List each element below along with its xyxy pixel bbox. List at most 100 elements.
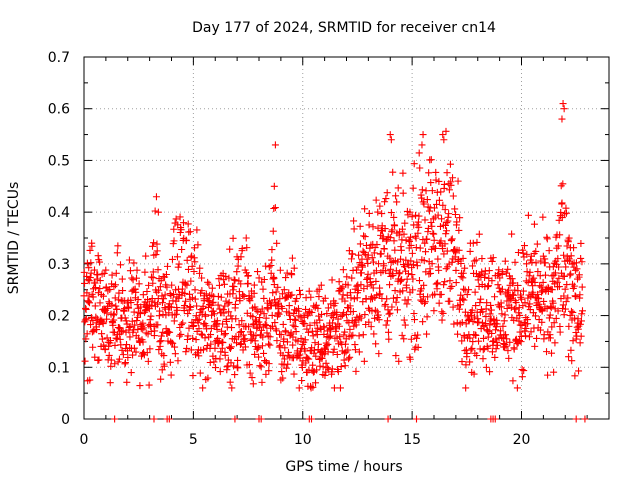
data-point	[169, 339, 177, 347]
data-point	[233, 339, 241, 347]
data-point	[441, 278, 449, 286]
data-point	[486, 310, 494, 318]
data-point	[150, 239, 158, 247]
data-point	[374, 311, 382, 319]
data-point	[115, 324, 123, 332]
data-point	[385, 310, 393, 318]
data-point	[132, 288, 140, 296]
data-point	[435, 266, 443, 274]
data-point	[504, 265, 512, 273]
data-point	[259, 285, 267, 293]
data-point	[111, 341, 119, 349]
data-point	[461, 264, 469, 272]
data-point	[120, 305, 128, 313]
data-point	[219, 339, 227, 347]
data-point	[330, 345, 338, 353]
data-point	[551, 339, 559, 347]
data-point	[181, 289, 189, 297]
data-point	[471, 288, 479, 296]
data-point	[488, 329, 496, 337]
data-point	[199, 346, 207, 354]
data-point	[340, 349, 348, 357]
data-point	[558, 214, 566, 222]
data-point	[559, 100, 567, 108]
data-point	[206, 359, 214, 367]
data-point	[355, 332, 363, 340]
data-point	[154, 300, 161, 308]
data-point	[455, 246, 463, 254]
data-point	[225, 308, 233, 316]
data-point	[264, 332, 272, 340]
data-point	[357, 314, 365, 322]
data-point	[354, 286, 362, 294]
data-point	[387, 209, 395, 217]
data-point	[526, 306, 534, 314]
data-point	[245, 323, 253, 331]
data-point	[196, 369, 204, 377]
data-point	[298, 364, 306, 372]
data-point	[184, 332, 192, 340]
data-point	[241, 335, 249, 343]
data-point	[83, 330, 91, 338]
data-point	[276, 266, 284, 274]
data-point	[160, 295, 168, 303]
data-point	[178, 246, 186, 254]
data-point	[482, 313, 490, 321]
data-point	[418, 141, 426, 149]
data-point	[363, 275, 371, 283]
data-point	[509, 377, 517, 385]
data-point	[92, 284, 100, 292]
data-point	[271, 141, 279, 149]
data-point	[234, 262, 242, 270]
data-point	[110, 316, 118, 324]
data-point	[440, 281, 448, 289]
data-point	[470, 370, 478, 378]
data-point	[427, 269, 434, 277]
data-point	[303, 325, 311, 333]
data-point	[515, 337, 523, 345]
data-point	[98, 335, 106, 343]
data-point	[166, 358, 174, 366]
data-point	[503, 297, 511, 305]
data-point	[549, 299, 557, 307]
data-point	[205, 280, 213, 288]
data-point	[124, 354, 132, 362]
data-point	[329, 314, 337, 322]
data-point	[448, 282, 456, 290]
data-point	[321, 371, 329, 379]
data-point	[416, 244, 424, 252]
data-point	[228, 324, 236, 332]
data-point	[415, 277, 423, 285]
data-point	[340, 356, 348, 364]
data-point	[433, 200, 441, 208]
data-point	[277, 331, 285, 339]
data-point	[438, 308, 446, 316]
data-point	[312, 352, 320, 360]
data-point	[194, 319, 202, 327]
data-point	[344, 346, 352, 354]
data-point	[262, 262, 270, 270]
data-point	[548, 349, 556, 357]
data-point	[364, 259, 372, 267]
data-point	[576, 339, 584, 347]
data-point	[196, 264, 204, 272]
data-point	[581, 415, 589, 423]
data-point	[432, 168, 440, 176]
data-point	[168, 255, 176, 263]
data-point	[428, 260, 436, 268]
data-point	[369, 223, 377, 231]
data-point	[129, 351, 137, 359]
data-point	[519, 249, 527, 257]
data-point	[468, 306, 476, 314]
data-point	[509, 291, 517, 299]
data-point	[387, 136, 395, 144]
data-point	[484, 283, 492, 291]
data-point	[485, 282, 493, 290]
data-point	[388, 226, 396, 234]
data-point	[561, 305, 569, 313]
data-point	[479, 346, 487, 354]
data-point	[130, 344, 138, 352]
data-point	[391, 222, 399, 230]
data-point	[176, 324, 184, 332]
data-point	[227, 343, 235, 351]
